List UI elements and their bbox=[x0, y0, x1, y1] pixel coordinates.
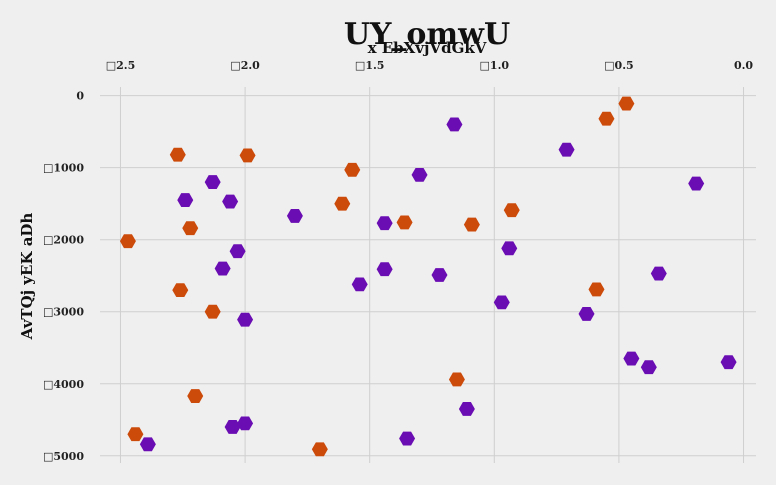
scatter-point-series-1 bbox=[463, 217, 480, 232]
scatter-point-series-1 bbox=[169, 147, 186, 162]
scatter-point-series-2 bbox=[237, 312, 254, 327]
scatter-point-series-2 bbox=[214, 261, 231, 276]
y-tick-label: □3000 bbox=[43, 306, 84, 319]
scatter-point-series-2 bbox=[458, 402, 475, 416]
y-tick-label: □4000 bbox=[43, 378, 84, 391]
scatter-point-series-2 bbox=[720, 355, 737, 370]
x-tick-label: □0.5 bbox=[604, 59, 634, 72]
scatter-point-series-1 bbox=[334, 196, 351, 211]
scatter-point-series-1 bbox=[618, 96, 635, 111]
x-tick-label: □2.5 bbox=[106, 59, 136, 72]
scatter-point-series-2 bbox=[376, 262, 393, 277]
y-tick-label: □5000 bbox=[43, 450, 84, 463]
scatter-point-series-2 bbox=[501, 241, 518, 256]
scatter-point-series-1 bbox=[127, 427, 144, 442]
scatter-point-series-1 bbox=[187, 389, 204, 403]
scatter-point-series-1 bbox=[182, 221, 199, 236]
scatter-point-series-2 bbox=[286, 209, 303, 223]
scatter-point-series-2 bbox=[229, 244, 246, 259]
data-points bbox=[119, 96, 737, 457]
scatter-point-series-1 bbox=[172, 283, 189, 298]
y-tick-label: □2000 bbox=[43, 234, 84, 247]
y-axis-label: AvTQj yEK aDh bbox=[18, 213, 36, 341]
scatter-point-series-1 bbox=[311, 442, 328, 457]
scatter-point-series-2 bbox=[411, 167, 428, 182]
scatter-point-series-2 bbox=[493, 295, 510, 310]
scatter-point-series-1 bbox=[396, 215, 413, 230]
scatter-point-series-1 bbox=[503, 203, 520, 218]
y-tick-label: □1000 bbox=[43, 162, 84, 175]
scatter-point-series-1 bbox=[448, 372, 465, 387]
x-tick-label: 0.0 bbox=[734, 59, 753, 72]
x-tick-label: □1.0 bbox=[480, 59, 510, 72]
scatter-point-series-2 bbox=[376, 216, 393, 231]
scatter-point-series-2 bbox=[177, 193, 194, 208]
scatter-point-series-2 bbox=[204, 175, 221, 190]
scatter-point-series-1 bbox=[598, 111, 615, 126]
scatter-point-series-2 bbox=[578, 306, 595, 321]
scatter-point-series-1 bbox=[344, 162, 361, 177]
scatter-point-series-2 bbox=[623, 351, 640, 366]
scatter-point-series-2 bbox=[224, 420, 241, 434]
scatter-point-series-2 bbox=[237, 416, 254, 431]
scatter-point-series-1 bbox=[239, 148, 256, 163]
scatter-point-series-2 bbox=[640, 360, 657, 375]
scatter-point-series-2 bbox=[399, 431, 416, 446]
x-axis-label: x EbXvjVdGkV bbox=[368, 39, 487, 57]
x-tick-label: □1.5 bbox=[355, 59, 385, 72]
scatter-point-series-1 bbox=[119, 234, 136, 249]
y-tick-label: 0 bbox=[76, 90, 84, 103]
x-tick-label: □2.0 bbox=[230, 59, 260, 72]
scatter-point-series-2 bbox=[139, 437, 156, 452]
chart-title: UY_omwU bbox=[344, 17, 510, 52]
scatter-point-series-1 bbox=[588, 282, 605, 297]
tick-labels: □2.5 □2.0 □1.5 □1.0 □0.5 0.0 0 □1000 □2000 □3000 □… bbox=[43, 59, 753, 463]
scatter-point-series-2 bbox=[431, 268, 448, 282]
scatter-point-series-2 bbox=[351, 277, 368, 292]
scatter-point-series-2 bbox=[558, 142, 575, 157]
scatter-point-series-2 bbox=[222, 194, 239, 209]
scatter-point-series-2 bbox=[446, 117, 463, 132]
scatter-point-series-1 bbox=[204, 304, 221, 319]
grid bbox=[100, 87, 756, 463]
scatter-point-series-2 bbox=[650, 266, 667, 281]
scatter-point-series-2 bbox=[688, 176, 705, 191]
